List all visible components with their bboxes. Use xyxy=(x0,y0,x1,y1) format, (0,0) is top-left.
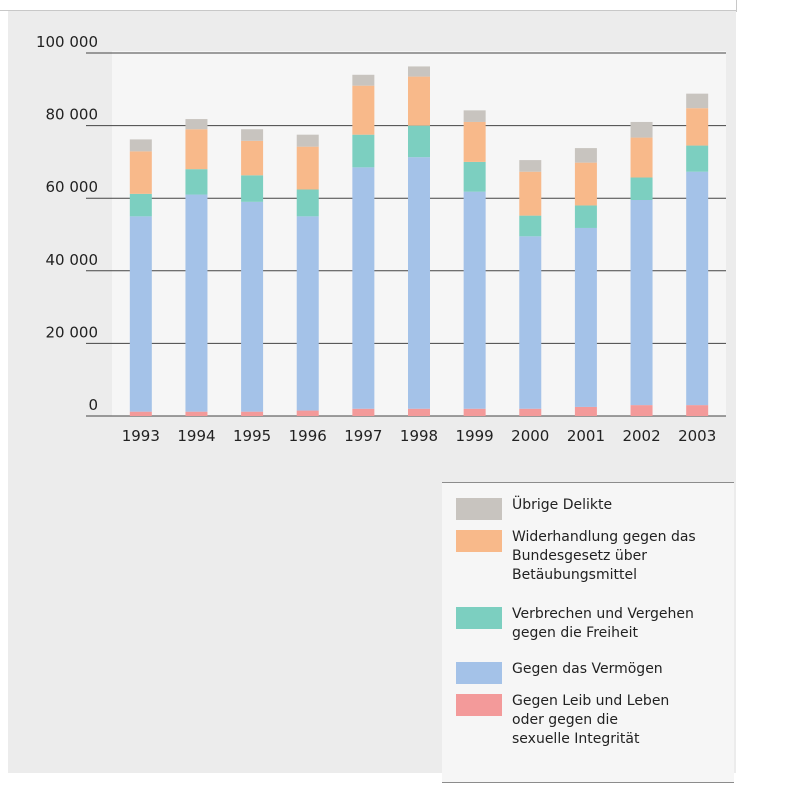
bar-segment xyxy=(352,85,375,135)
bar-segment xyxy=(519,160,542,172)
y-tick-label: 100 000 xyxy=(36,33,98,51)
bar-segment xyxy=(129,216,152,412)
stacked-bar-chart: 0 20 000 40 000 60 000 80 000 100 000 1993 1994… xyxy=(36,33,726,445)
bar-segment xyxy=(352,74,375,86)
bar-segment xyxy=(686,108,709,146)
bar-segment xyxy=(185,129,208,170)
x-tick-label: 1999 xyxy=(456,427,494,445)
bar-segment xyxy=(686,93,709,109)
bar-segment xyxy=(241,140,264,176)
top-divider-tick xyxy=(736,0,737,12)
bar-segment xyxy=(129,151,152,194)
bar-segment xyxy=(519,171,542,216)
y-tick-label: 20 000 xyxy=(46,323,99,341)
bar-segment xyxy=(241,129,264,141)
bar-segment xyxy=(574,148,597,163)
legend-label-betaeubungsmittel: Widerhandlung gegen das Bundesgesetz übe… xyxy=(512,529,696,583)
bar-segment xyxy=(630,137,653,178)
bar-segment xyxy=(241,201,264,412)
x-tick-label: 1994 xyxy=(177,427,215,445)
legend-swatch-betaeubungsmittel xyxy=(456,530,502,552)
bar-segment xyxy=(296,146,319,190)
x-tick-label: 1997 xyxy=(344,427,382,445)
bar-segment xyxy=(185,169,208,195)
bar-segment xyxy=(686,145,709,172)
bar-segment xyxy=(296,134,319,147)
bar-segment xyxy=(630,405,653,416)
y-tick-label: 40 000 xyxy=(46,251,99,269)
y-tick-label: 80 000 xyxy=(46,106,99,124)
bar-segment xyxy=(241,175,264,202)
bar-segment xyxy=(241,411,264,416)
legend-item-leib-und-leben: Gegen Leib und Leben oder gegen die sexu… xyxy=(456,692,722,749)
legend: Übrige Delikte Widerhandlung gegen das B… xyxy=(442,482,734,783)
x-tick-label: 2002 xyxy=(622,427,660,445)
x-tick-label: 1998 xyxy=(400,427,438,445)
legend-item-freiheit: Verbrechen und Vergehen gegen die Freihe… xyxy=(456,605,722,643)
x-tick-label: 2003 xyxy=(678,427,716,445)
bar-segment xyxy=(129,411,152,416)
legend-item-uebrige-delikte: Übrige Delikte xyxy=(456,496,722,520)
x-tick-label: 1996 xyxy=(289,427,327,445)
bar-segment xyxy=(352,408,375,416)
bar-segment xyxy=(574,162,597,206)
top-divider xyxy=(0,10,736,11)
bar-segment xyxy=(574,227,597,407)
x-tick-label: 1993 xyxy=(122,427,160,445)
bar-segment xyxy=(519,236,542,409)
bar-segment xyxy=(630,121,653,138)
bar-segment xyxy=(296,189,319,217)
bar-segment xyxy=(574,406,597,416)
bar-segment xyxy=(630,200,653,406)
bar-segment xyxy=(630,177,653,201)
bar-segment xyxy=(408,125,430,158)
bar-segment xyxy=(686,171,709,406)
bar-segment xyxy=(574,205,597,228)
bar-segment xyxy=(463,191,486,409)
bar-segment xyxy=(463,161,486,192)
bar-segment xyxy=(352,167,375,409)
bar-segment xyxy=(185,194,208,412)
x-tick-label: 2001 xyxy=(567,427,605,445)
x-tick-label: 2000 xyxy=(511,427,549,445)
legend-label-uebrige-delikte: Übrige Delikte xyxy=(512,497,613,513)
legend-item-vermoegen: Gegen das Vermögen xyxy=(456,660,722,684)
legend-label-vermoegen: Gegen das Vermögen xyxy=(512,661,663,677)
bar-segment xyxy=(296,410,319,416)
bar-segment xyxy=(686,405,709,416)
chart-panel: 0 20 000 40 000 60 000 80 000 100 000 1993 1994… xyxy=(8,11,736,783)
y-tick-label: 0 xyxy=(88,396,98,414)
x-tick-label: 1995 xyxy=(233,427,271,445)
bar-segment xyxy=(408,408,430,416)
bar-segment xyxy=(408,157,430,409)
legend-label-leib-und-leben: Gegen Leib und Leben oder gegen die sexu… xyxy=(512,693,670,747)
bar-segment xyxy=(463,121,486,162)
bar-segment xyxy=(463,408,486,416)
bar-segment xyxy=(352,134,375,168)
bar-segment xyxy=(408,66,430,77)
bar-segment xyxy=(519,408,542,416)
legend-swatch-vermoegen xyxy=(456,662,502,684)
bar-segment xyxy=(296,216,319,411)
bar-segment xyxy=(185,119,208,130)
legend-swatch-uebrige-delikte xyxy=(456,498,502,520)
bar-segment xyxy=(519,215,542,237)
bar-segment xyxy=(463,110,486,122)
legend-item-betaeubungsmittel: Widerhandlung gegen das Bundesgesetz übe… xyxy=(456,528,722,585)
legend-swatch-freiheit xyxy=(456,607,502,629)
y-tick-label: 60 000 xyxy=(46,178,99,196)
legend-label-freiheit: Verbrechen und Vergehen gegen die Freihe… xyxy=(512,606,694,641)
legend-swatch-leib-und-leben xyxy=(456,694,502,716)
bar-segment xyxy=(185,411,208,416)
bar-segment xyxy=(408,76,430,126)
bar-segment xyxy=(129,139,152,152)
bar-segment xyxy=(129,193,152,217)
